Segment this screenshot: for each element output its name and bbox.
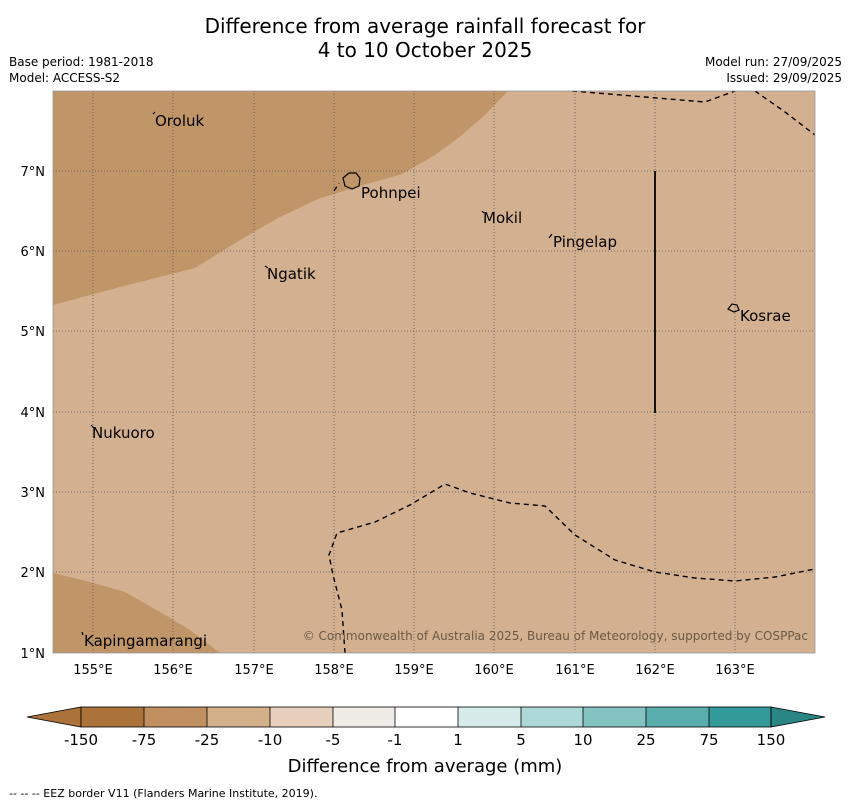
oroluk-mark — [152, 111, 156, 115]
lon-label-158: 158°E — [314, 663, 354, 678]
lon-label-155: 155°E — [73, 663, 113, 678]
colorbar-segment-9 — [583, 707, 646, 727]
lat-label-4: 4°N — [21, 406, 46, 421]
kosrae-outline — [727, 303, 740, 313]
pohnpei-outline — [342, 172, 361, 190]
lat-label-5: 5°N — [21, 325, 46, 340]
colorbar-tick-label: 1 — [453, 731, 463, 749]
lon-label-157: 157°E — [234, 663, 274, 678]
colorbar-tick-label: -1 — [388, 731, 403, 749]
colorbar-segment-11 — [709, 707, 771, 727]
pingelap-mark — [548, 233, 553, 239]
lon-label-156: 156°E — [153, 663, 193, 678]
lat-label-2: 2°N — [21, 566, 46, 581]
colorbar: -150 -75 -25 -10 -5 -1 1 5 10 25 75 150 … — [26, 706, 826, 777]
colorbar-tick-label: -75 — [132, 731, 157, 749]
colorbar-segment-1 — [81, 707, 144, 727]
nukuoro-mark — [90, 424, 95, 429]
mokil-mark — [481, 210, 485, 214]
copyright-notice: © Commonwealth of Australia 2025, Bureau… — [303, 629, 808, 643]
colorbar-tick-label: 5 — [516, 731, 526, 749]
lat-label-6: 6°N — [21, 245, 46, 260]
island-label-oroluk: Oroluk — [155, 112, 204, 130]
colorbar-tick-label: 25 — [636, 731, 655, 749]
lon-label-160: 160°E — [474, 663, 514, 678]
eez-legend: -- -- -- EEZ border V11 (Flanders Marine… — [9, 787, 317, 800]
colorbar-title: Difference from average (mm) — [288, 756, 563, 777]
colorbar-right-extension — [770, 706, 826, 728]
island-label-mokil: Mokil — [483, 209, 522, 227]
colorbar-tick-label: -5 — [326, 731, 341, 749]
dry-anomaly-region-north — [53, 91, 508, 305]
issued-label: Issued: 29/09/2025 — [726, 71, 842, 85]
lon-label-162: 162°E — [635, 663, 675, 678]
ngatik-mark — [264, 265, 269, 269]
model-label: Model: ACCESS-S2 — [9, 71, 121, 85]
colorbar-tick-label: 10 — [573, 731, 592, 749]
island-labels: Oroluk Pohnpei Mokil Pingelap Ngatik Kos… — [84, 112, 791, 650]
colorbar-segment-10 — [646, 707, 709, 727]
colorbar-segment-8 — [521, 707, 583, 727]
island-label-ngatik: Ngatik — [267, 265, 316, 283]
lat-label-7: 7°N — [21, 165, 46, 180]
lon-label-163: 163°E — [715, 663, 755, 678]
eez-borders — [328, 91, 815, 653]
base-period-label: Base period: 1981-2018 — [9, 55, 154, 69]
lon-label-161: 161°E — [555, 663, 595, 678]
longitude-labels: 155°E 156°E 157°E 158°E 159°E 160°E 161°… — [73, 663, 755, 678]
latitude-labels: 7°N 6°N 5°N 4°N 3°N 2°N 1°N — [21, 165, 46, 662]
island-label-kapingamarangi: Kapingamarangi — [84, 632, 207, 650]
map-frame — [52, 90, 816, 654]
colorbar-segment-7 — [458, 707, 521, 727]
island-label-pingelap: Pingelap — [553, 233, 617, 251]
colorbar-tick-label: 75 — [699, 731, 718, 749]
island-label-kosrae: Kosrae — [740, 307, 791, 325]
eez-border-north — [571, 91, 736, 103]
island-label-pohnpei: Pohnpei — [361, 184, 421, 202]
colorbar-segment-3 — [207, 707, 270, 727]
lon-label-159: 159°E — [394, 663, 434, 678]
colorbar-segment-6 — [395, 707, 458, 727]
island-label-nukuoro: Nukuoro — [92, 424, 155, 442]
colorbar-segment-4 — [270, 707, 333, 727]
title-line-1: Difference from average rainfall forecas… — [204, 14, 646, 38]
model-run-label: Model run: 27/09/2025 — [704, 55, 842, 69]
eez-border-northeast — [754, 91, 815, 136]
colorbar-tick-label: 150 — [757, 731, 786, 749]
colorbar-segment-2 — [144, 707, 207, 727]
title-line-2: 4 to 10 October 2025 — [317, 38, 533, 62]
colorbar-left-extension — [26, 706, 82, 728]
island-outlines — [81, 111, 740, 636]
lat-label-1: 1°N — [21, 647, 46, 662]
map-panel: Oroluk Pohnpei Mokil Pingelap Ngatik Kos… — [53, 91, 815, 653]
colorbar-tick-label: -10 — [258, 731, 283, 749]
eez-border-south — [328, 483, 815, 653]
kapingamarangi-mark — [81, 631, 84, 636]
colorbar-tick-label: -150 — [64, 731, 98, 749]
colorbar-tick-label: -25 — [195, 731, 220, 749]
lat-label-3: 3°N — [21, 486, 46, 501]
colorbar-segment-5 — [333, 707, 395, 727]
colorbar-outline — [80, 706, 772, 728]
dry-anomaly-region-south — [53, 573, 220, 653]
colorbar-tick-labels: -150 -75 -25 -10 -5 -1 1 5 10 25 75 150 — [64, 731, 785, 749]
colorbar-dividers — [143, 707, 710, 727]
eez-border-pohnpei — [333, 182, 340, 192]
